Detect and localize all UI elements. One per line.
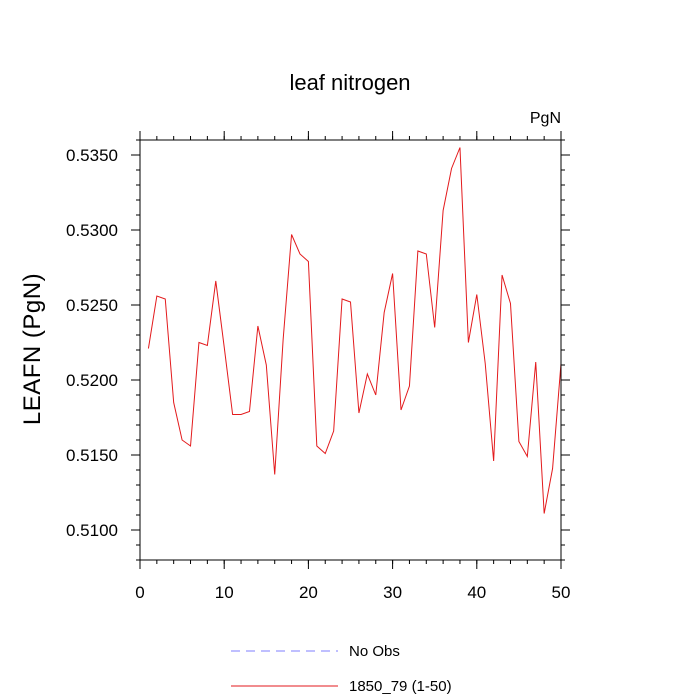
tick-labels: 0 10 20 30 40 50 0.5100 0.5150 0.5200 0.5250 0.530… <box>66 146 570 602</box>
y-axis-label: LEAFN (PgN) <box>19 273 46 425</box>
x-tick-label: 30 <box>383 583 402 602</box>
y-tick-label: 0.5200 <box>66 371 118 390</box>
legend-label: No Obs <box>349 643 400 660</box>
y-tick-label: 0.5300 <box>66 221 118 240</box>
y-tick-label: 0.5100 <box>66 521 118 540</box>
x-tick-label: 40 <box>467 583 486 602</box>
y-tick-label: 0.5350 <box>66 146 118 165</box>
y-tick-label: 0.5150 <box>66 446 118 465</box>
plot-frame <box>139 139 562 561</box>
x-tick-label: 20 <box>299 583 318 602</box>
legend: No Obs 1850_79 (1-50) <box>231 643 452 695</box>
x-tick-label: 0 <box>135 583 144 602</box>
chart-title: leaf nitrogen <box>289 70 410 95</box>
legend-label: 1850_79 (1-50) <box>349 678 452 695</box>
series-line <box>147 147 562 514</box>
x-tick-label: 10 <box>215 583 234 602</box>
units-label: PgN <box>530 110 561 127</box>
x-tick-label: 50 <box>552 583 571 602</box>
series-layer <box>147 147 562 514</box>
minor-ticks <box>136 136 565 564</box>
major-ticks <box>131 131 570 569</box>
y-tick-label: 0.5250 <box>66 296 118 315</box>
